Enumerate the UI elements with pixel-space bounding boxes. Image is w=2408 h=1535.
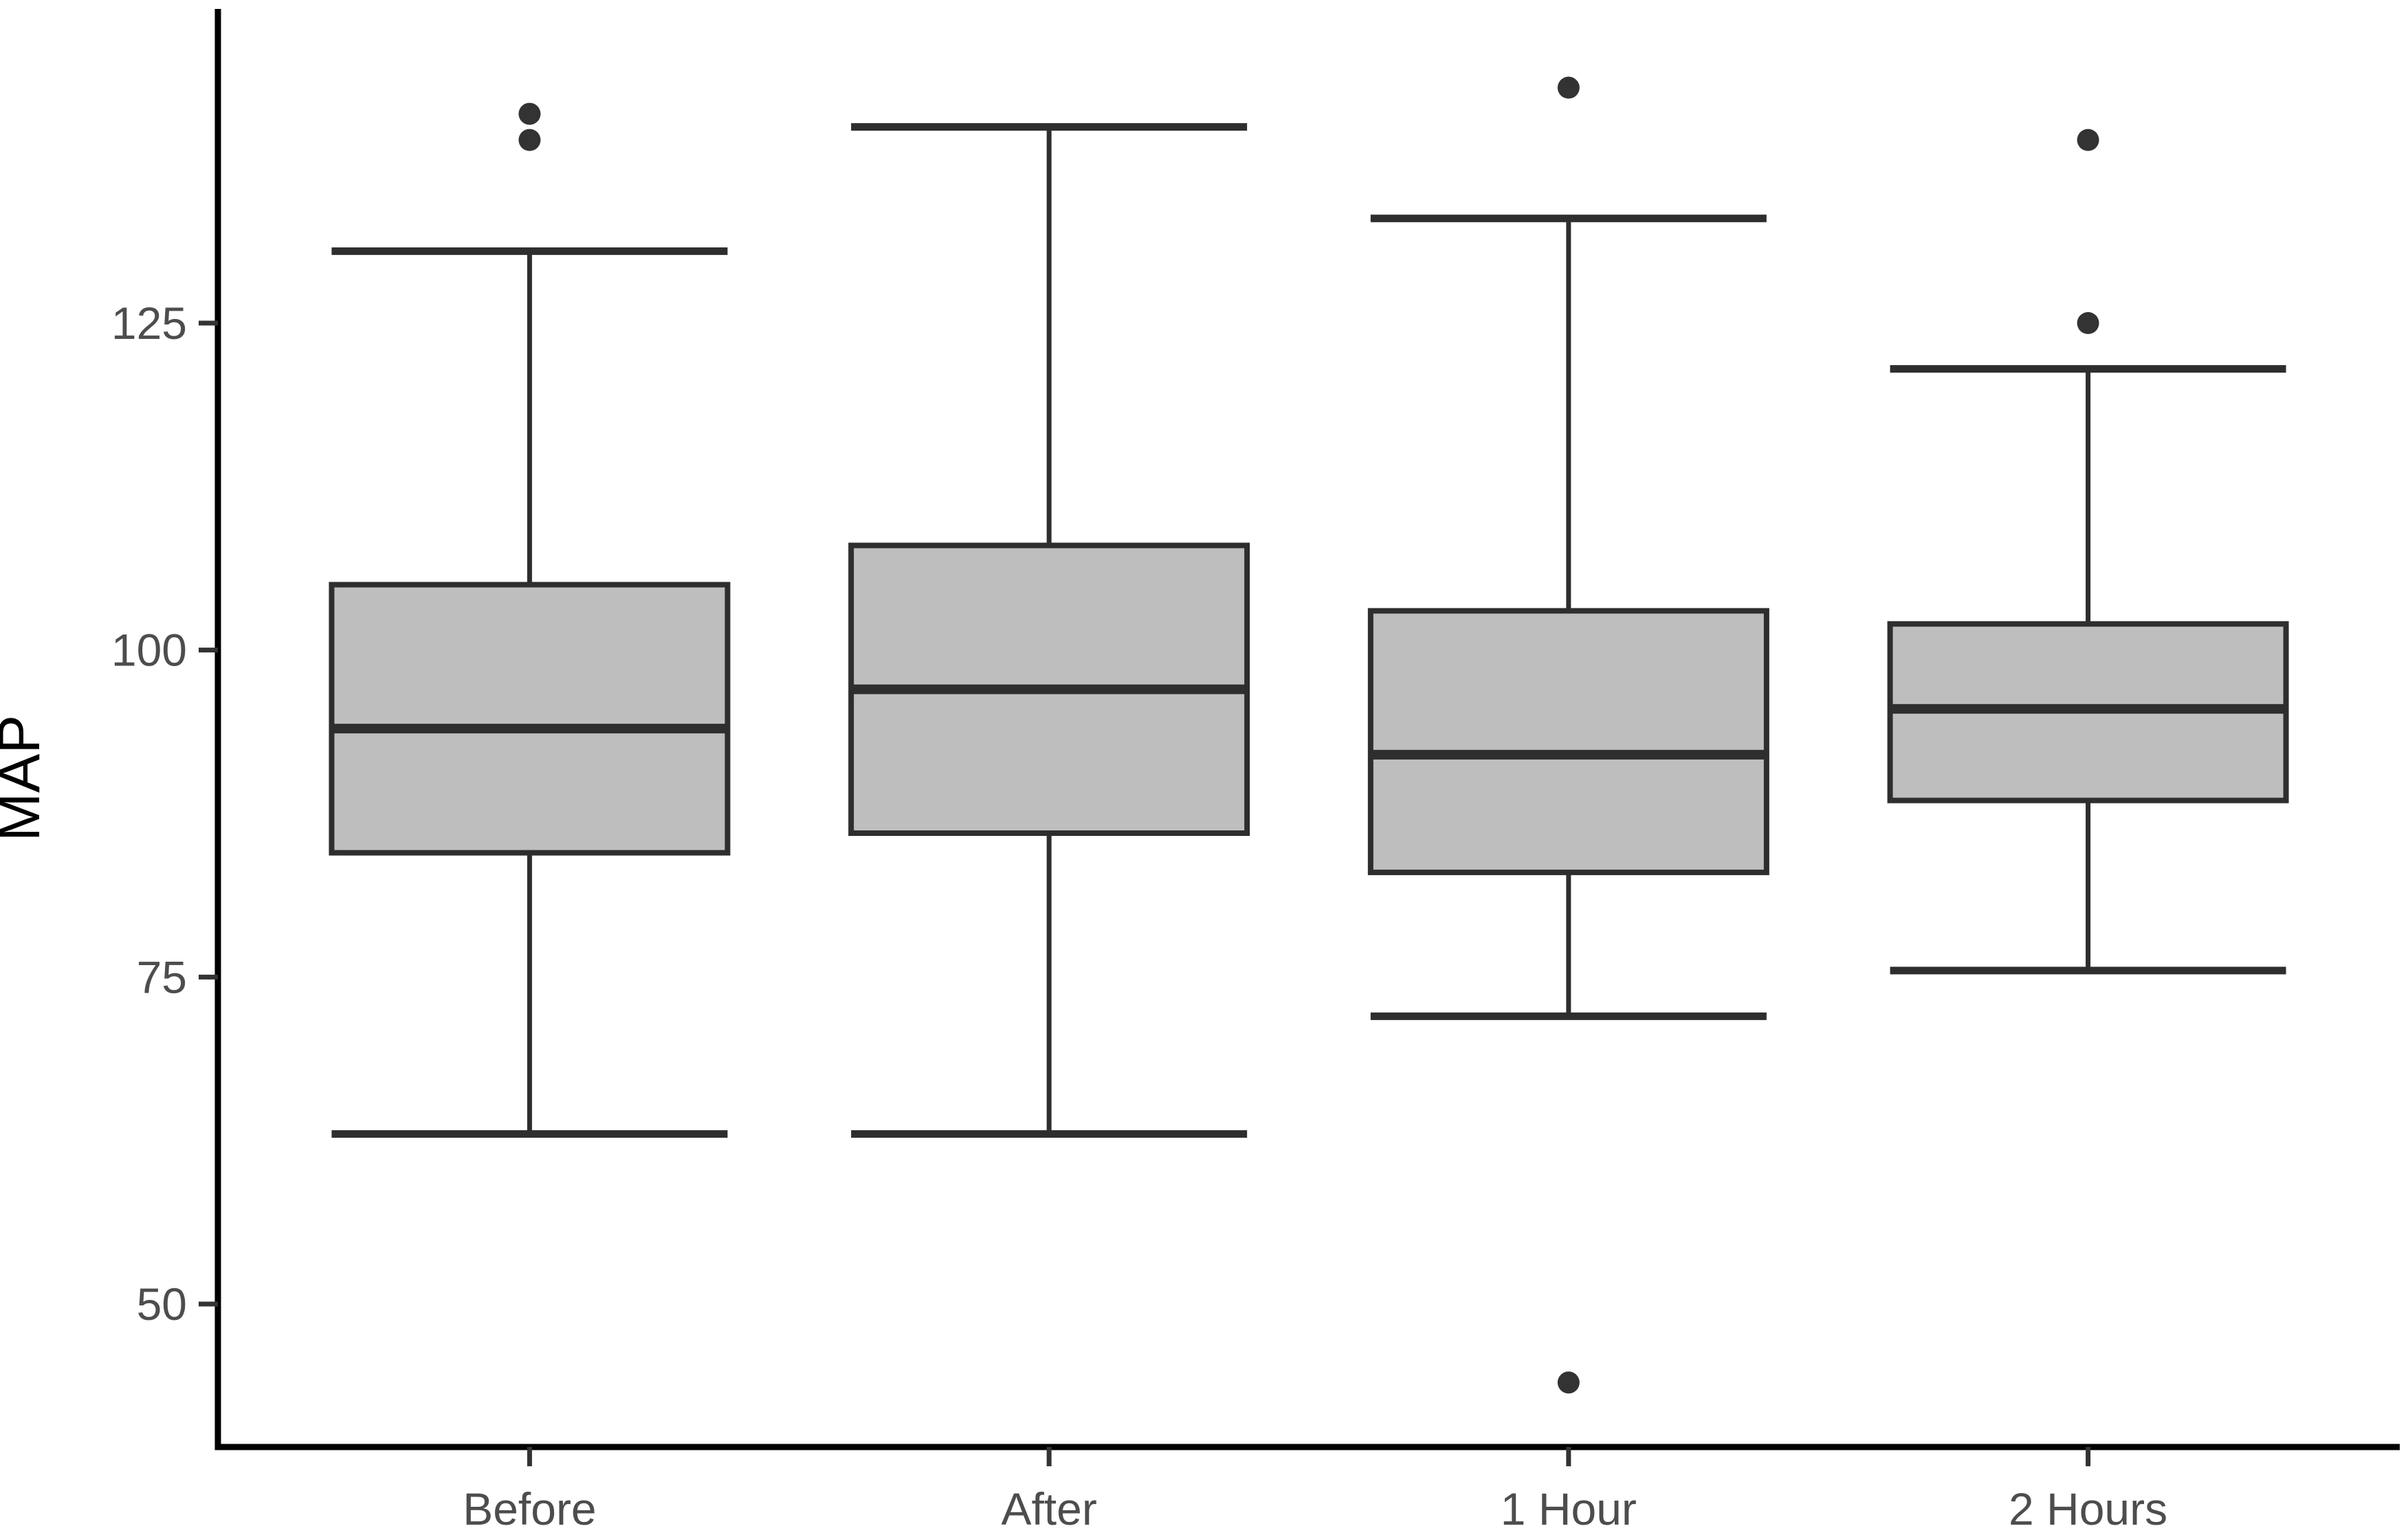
y-axis-title: MAP (0, 715, 52, 841)
outlier-dot-before (518, 102, 541, 125)
outlier-dot-2-hours (2077, 129, 2099, 151)
x-axis: Before After 1 Hour 2 Hours (214, 1444, 2400, 1534)
y-tick-label: 50 (137, 1279, 187, 1329)
iqr-box-before (329, 582, 731, 856)
boxplot-series (329, 76, 2289, 1394)
y-tick-label: 100 (111, 625, 187, 676)
outlier-dot-2-hours (2077, 312, 2099, 334)
x-tick-label: After (1001, 1483, 1096, 1534)
outlier-dot-before (518, 129, 541, 151)
outlier-dot-1-hour (1557, 1371, 1580, 1394)
x-tick-label: 2 Hours (2009, 1483, 2167, 1534)
y-tick-label: 75 (137, 951, 187, 1002)
y-axis: 125 100 75 50 (111, 9, 221, 1450)
iqr-box-1-hour (1367, 608, 1769, 876)
y-tick-label: 125 (111, 298, 187, 349)
outlier-dot-1-hour (1557, 76, 1580, 99)
x-tick-label: Before (463, 1483, 596, 1534)
x-tick-label: 1 Hour (1501, 1483, 1637, 1534)
